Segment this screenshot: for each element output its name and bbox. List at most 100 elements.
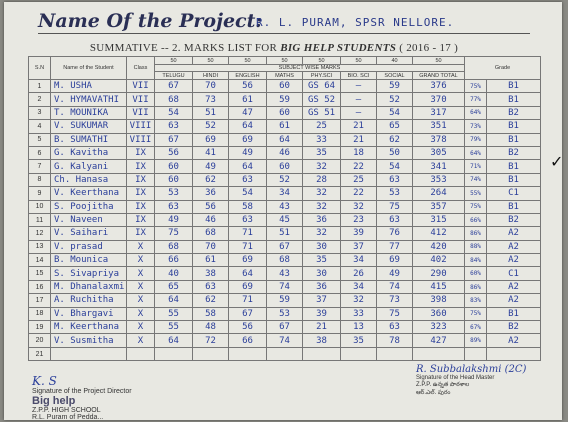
cell-physci: 36 [302, 279, 341, 295]
cell-english: 61 [228, 92, 267, 107]
table-row: 18 V. Bhargavi X 55 58 67 53 39 33 75 360 75% B1 [28, 306, 542, 322]
cell-class: VII [126, 78, 155, 94]
cell-class: X [126, 306, 155, 322]
marks-sheet: Name Of the Project: R. L. PURAM, SPSR N… [4, 2, 563, 421]
cell-english: 67 [228, 306, 267, 322]
cell-social: 54 [376, 105, 413, 121]
summary-title: SUMMATIVE -- 2. MARKS LIST FOR BIG HELP … [44, 42, 504, 54]
header-telugu: TELUGU [154, 71, 193, 80]
cell-social: 63 [376, 212, 413, 228]
cell-hindi: 51 [192, 105, 229, 121]
cell-english: 56 [228, 78, 267, 94]
cell-maths: 43 [266, 199, 303, 214]
cell-sn: 3 [28, 105, 51, 121]
header-physci: PHY.SCI [302, 71, 341, 80]
cell-social: 73 [376, 293, 413, 308]
header-class: Class [126, 56, 155, 80]
cell-class: IX [126, 159, 155, 174]
bighelp-stamp: Big help [32, 395, 76, 407]
cell-english: 64 [228, 119, 267, 134]
cell-student-name: V. Susmitha [50, 333, 127, 348]
cell-sn: 13 [28, 239, 51, 255]
headmaster-label: Signature of the Head Master [416, 375, 495, 381]
table-row: 10 S. Poojitha IX 63 56 58 43 32 32 75 357 75% B1 [28, 199, 542, 214]
director-label: Signature of the Project Director [32, 388, 132, 395]
cell-class: VII [126, 105, 155, 121]
cell-grand-total: 341 [412, 159, 465, 174]
cell-percent: 84% [464, 253, 487, 268]
cell-hindi: 62 [192, 172, 229, 188]
marks-table: S.N Name of the Student Class 50 50 50 5… [28, 56, 542, 362]
header-sn: S.N [28, 56, 51, 80]
headmaster-signature: R. Subbalakshmi (2C) [416, 364, 527, 375]
cell-biosci: 13 [340, 320, 377, 335]
summary-suffix: ( 2016 - 17 ) [396, 42, 459, 54]
cell-class: X [126, 333, 155, 348]
cell-sn: 19 [28, 320, 51, 335]
cell-grand-total: 315 [412, 212, 465, 228]
cell-grand-total: 378 [412, 132, 465, 147]
cell-sn: 10 [28, 199, 51, 214]
cell-student-name: V. prasad [50, 239, 127, 255]
cell-physci: 36 [302, 212, 341, 228]
cell-student-name: B. SUMATHI [50, 132, 127, 147]
cell-grade: C1 [485, 266, 542, 281]
cell-telugu: 66 [154, 253, 193, 268]
cell-telugu: 64 [154, 293, 193, 308]
cell-sn: 20 [28, 333, 51, 348]
cell-english: 71 [228, 293, 267, 308]
cell-grand-total: 360 [412, 306, 465, 322]
cell-maths: 68 [266, 253, 303, 268]
cell-grand-total: 402 [412, 253, 465, 268]
cell-social: 74 [376, 279, 413, 295]
cell-class: X [126, 266, 155, 281]
director-signature: K. S [32, 374, 57, 388]
cell-grade: B1 [485, 199, 542, 214]
cell-class: IX [126, 186, 155, 201]
cell-social: 75 [376, 199, 413, 214]
max-telugu: 50 [154, 56, 193, 65]
cell-telugu: 63 [154, 199, 193, 214]
cell-sn: 15 [28, 266, 51, 281]
cell-physci: 37 [302, 293, 341, 308]
cell-sn: 6 [28, 145, 51, 161]
cell-grand-total: 427 [412, 333, 465, 348]
cell-hindi: 52 [192, 119, 229, 134]
cell-hindi: 48 [192, 320, 229, 335]
cell-maths: 64 [266, 132, 303, 147]
cell-english: 66 [228, 333, 267, 348]
cell-telugu: 55 [154, 306, 193, 322]
cell-maths: 52 [266, 172, 303, 188]
cell-telugu: 49 [154, 212, 193, 228]
cell-percent: 83% [464, 293, 487, 308]
cell-physci: 32 [302, 226, 341, 241]
cell-biosci: 21 [340, 132, 377, 147]
table-row: 9 V. Keerthana IX 53 36 54 34 32 22 53 264 55% C1 [28, 186, 542, 201]
cell-english: 64 [228, 266, 267, 281]
max-biosci: 50 [340, 56, 377, 65]
cell-grade: A2 [485, 253, 542, 268]
cell-english: 63 [228, 172, 267, 188]
cell-grade: A2 [485, 226, 542, 241]
cell-social: 62 [376, 132, 413, 147]
cell-sn: 9 [28, 186, 51, 201]
cell-percent: 71% [464, 159, 487, 174]
cell-social [376, 346, 413, 362]
cell-biosci: 33 [340, 306, 377, 322]
cell-student-name: Ch. Hanasa [50, 172, 127, 188]
cell-hindi: 70 [192, 78, 229, 94]
cell-english: 47 [228, 105, 267, 121]
cell-maths: 59 [266, 92, 303, 107]
summary-emph: BIG HELP STUDENTS [280, 42, 397, 54]
cell-grade: B1 [485, 159, 542, 174]
cell-social: 52 [376, 92, 413, 107]
cell-english: 69 [228, 253, 267, 268]
cell-maths: 51 [266, 226, 303, 241]
cell-percent: 79% [464, 132, 487, 147]
marks-rows: 1 M. USHA VII 67 70 56 60 GS 64—59 376 75% B1 2 V. H… [28, 78, 542, 362]
cell-class: X [126, 279, 155, 295]
cell-student-name [50, 346, 127, 362]
cell-percent: 89% [464, 333, 487, 348]
cell-student-name: G. Kavitha [50, 145, 127, 161]
cell-maths [266, 346, 303, 362]
